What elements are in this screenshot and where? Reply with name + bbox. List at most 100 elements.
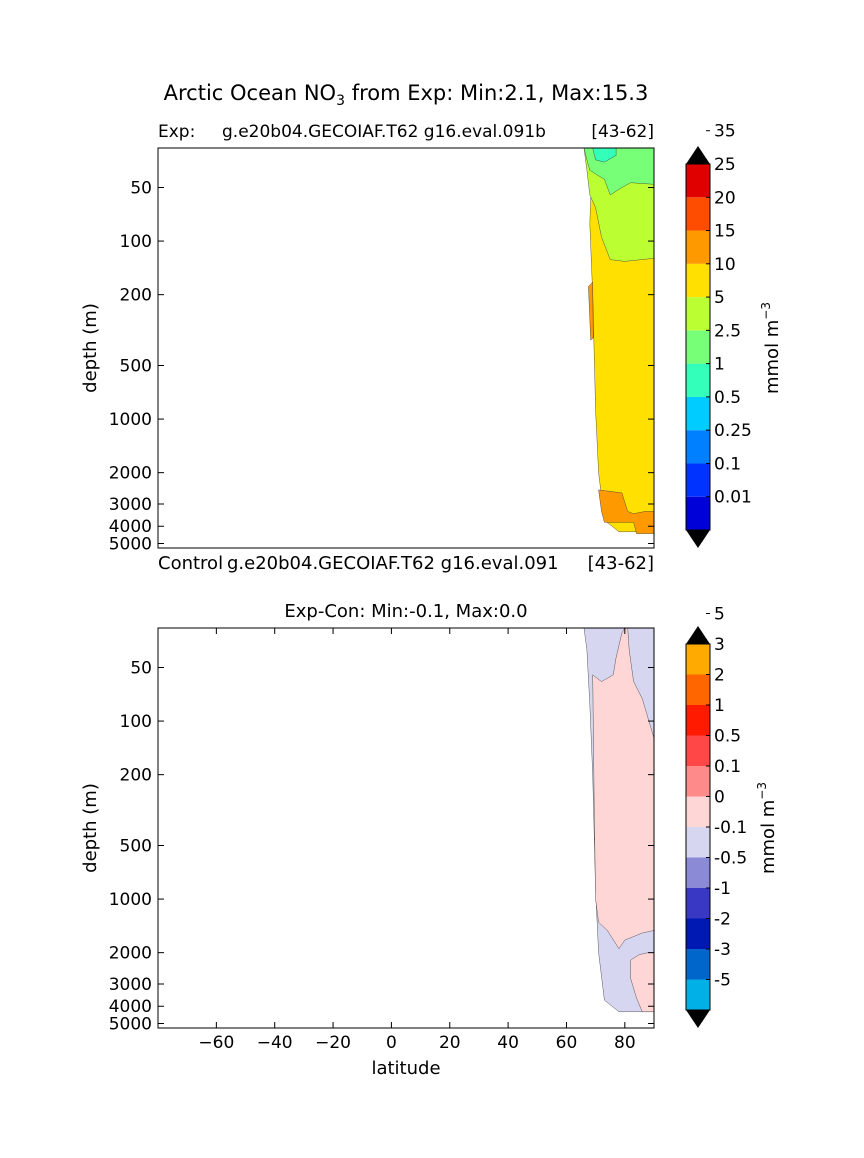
diff-ytick-label: 1000 <box>109 890 152 910</box>
diff-contour-region-1 <box>592 628 654 950</box>
diff-ytick-label: 100 <box>120 712 152 732</box>
exp-ytick-label: 500 <box>120 356 152 376</box>
title-suffix: from Exp: Min:2.1, Max:15.3 <box>345 81 648 105</box>
exp-subtitle-right: [43-62] <box>591 122 654 142</box>
diff-colorbar-bin <box>686 796 710 827</box>
control-subtitle-left: Control <box>158 553 223 574</box>
diff-xtick-label: −60 <box>198 1033 234 1053</box>
diff-ylabel: depth (m) <box>80 783 101 873</box>
diff-colorbar-label: 5 <box>714 605 725 625</box>
exp-contour-field <box>583 148 654 534</box>
exp-colorbar-label: 2.5 <box>714 321 741 341</box>
diff-colorbar-label: 0.5 <box>714 727 741 747</box>
control-subtitle-mid: g.e20b04.GECOIAF.T62 g16.eval.091 <box>227 553 559 574</box>
diff-colorbar-label: 3 <box>714 635 725 655</box>
exp-subtitle-left: Exp: <box>158 122 195 142</box>
diff-xtick-label: 0 <box>386 1033 397 1053</box>
diff-xlabel: latitude <box>371 1058 440 1079</box>
diff-panel: Control g.e20b04.GECOIAF.T62 g16.eval.09… <box>80 553 779 1079</box>
exp-plot-frame <box>157 147 655 549</box>
diff-ytick-label: 200 <box>120 766 152 786</box>
diff-ytick-label: 5000 <box>109 1014 152 1034</box>
diff-colorbar-bin <box>686 949 710 980</box>
exp-colorbar-label: 5 <box>714 288 725 308</box>
exp-colorbar-label-exp: −3 <box>759 302 773 320</box>
diff-colorbar-extend-bottom <box>686 1010 710 1028</box>
exp-colorbar: 0.01 0.1 0.25 0.5 1 2.5 5 10 15 20 25 35 <box>685 122 752 548</box>
diff-colorbar-label: -2 <box>714 910 731 930</box>
diff-colorbar-bin <box>686 644 710 675</box>
exp-ytick-label: 100 <box>120 232 152 252</box>
diff-colorbar-bin <box>686 735 710 766</box>
exp-colorbar-bin <box>686 463 710 497</box>
exp-colorbar-bin <box>686 230 710 264</box>
diff-xtick-label: 40 <box>497 1033 519 1053</box>
exp-colorbar-label: mmol m−3 <box>759 302 783 394</box>
diff-colorbar-bin <box>686 705 710 736</box>
exp-ytick-label: 1000 <box>109 410 152 430</box>
exp-panel: Exp: g.e20b04.GECOIAF.T62 g16.eval.091b … <box>80 122 783 555</box>
diff-x-axis: −60 −40 −20 0 20 40 60 80 <box>198 628 636 1053</box>
exp-colorbar-label: 0.01 <box>714 488 752 508</box>
diff-colorbar-label: mmol m−3 <box>755 782 779 874</box>
diff-xtick-label: 80 <box>614 1033 636 1053</box>
exp-subtitle-mid: g.e20b04.GECOIAF.T62 g16.eval.091b <box>222 122 546 142</box>
exp-contour-region-4 <box>598 489 654 534</box>
diff-colorbar-bin <box>686 918 710 949</box>
diff-colorbar-bin <box>686 674 710 705</box>
diff-colorbar-label-exp: −3 <box>755 782 769 800</box>
exp-colorbar-bin <box>686 363 710 397</box>
exp-ytick-label: 50 <box>130 178 152 198</box>
diff-colorbar-bin <box>686 888 710 919</box>
exp-ytick-label: 200 <box>120 286 152 306</box>
exp-colorbar-bin <box>686 297 710 331</box>
exp-contour-region-5 <box>588 281 594 341</box>
diff-contour-field <box>583 628 654 1012</box>
exp-ytick-label: 3000 <box>109 495 152 515</box>
diff-colorbar-label: -5 <box>714 971 731 991</box>
exp-colorbar-label: 35 <box>714 122 736 142</box>
exp-colorbar-label: 15 <box>714 222 736 242</box>
diff-xtick-label: −40 <box>257 1033 293 1053</box>
exp-ytick-label: 5000 <box>109 534 152 554</box>
exp-contour-region-3 <box>592 148 617 163</box>
exp-ytick-label: 2000 <box>109 464 152 484</box>
exp-colorbar-label-unit: mmol m <box>762 320 783 394</box>
diff-colorbar-bin <box>686 827 710 858</box>
diff-plot-frame <box>157 627 655 1029</box>
diff-colorbar-label: -0.1 <box>714 818 747 838</box>
diff-colorbar-label: 0.1 <box>714 757 741 777</box>
exp-colorbar-bin <box>686 396 710 431</box>
exp-colorbar-bin <box>686 496 710 530</box>
exp-colorbar-label: 10 <box>714 255 736 275</box>
diff-title: Exp-Con: Min:-0.1, Max:0.0 <box>284 601 527 622</box>
exp-colorbar-bin <box>686 430 710 464</box>
diff-colorbar-label: -3 <box>714 940 731 960</box>
exp-ylabel: depth (m) <box>80 303 101 393</box>
exp-colorbar-label: 0.1 <box>714 454 741 474</box>
exp-colorbar-bin <box>686 164 710 198</box>
diff-ytick-label: 4000 <box>109 997 152 1017</box>
diff-ytick-label: 50 <box>130 658 152 678</box>
control-subtitle-right: [43-62] <box>588 553 654 574</box>
diff-colorbar-label: 0 <box>714 788 725 808</box>
diff-colorbar-label-unit: mmol m <box>758 800 779 874</box>
exp-colorbar-bin <box>686 197 710 231</box>
exp-colorbar-bin <box>686 330 710 364</box>
exp-colorbar-extend-top <box>686 146 710 164</box>
exp-colorbar-label: 1 <box>714 355 725 375</box>
diff-xtick-label: 60 <box>556 1033 578 1053</box>
exp-colorbar-bin <box>686 263 710 298</box>
exp-colorbar-label: 25 <box>714 155 736 175</box>
diff-colorbar-label: -0.5 <box>714 849 747 869</box>
exp-colorbar-label: 0.5 <box>714 388 741 408</box>
figure-title: Arctic Ocean NO3 from Exp: Min:2.1, Max:… <box>164 81 649 109</box>
diff-contour-region-2 <box>630 952 654 1012</box>
diff-colorbar-label: 2 <box>714 666 725 686</box>
exp-colorbar-frame <box>685 163 711 531</box>
diff-xtick-label: −20 <box>315 1033 351 1053</box>
diff-colorbar-bin <box>686 857 710 888</box>
exp-colorbar-label: 20 <box>714 188 736 208</box>
